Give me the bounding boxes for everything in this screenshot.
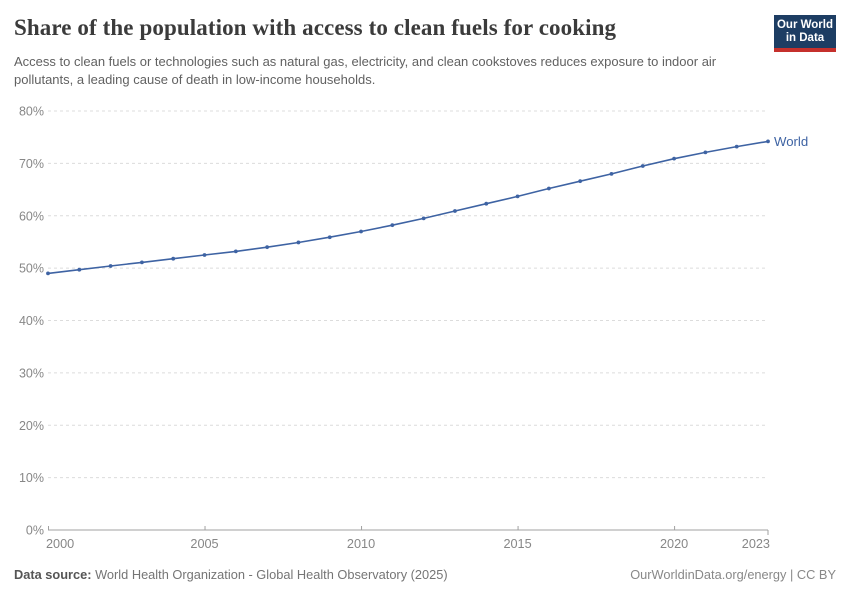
y-axis-tick-label: 50% xyxy=(19,262,44,276)
data-point[interactable] xyxy=(359,229,363,234)
data-source-label: Data source: xyxy=(14,567,92,582)
data-point[interactable] xyxy=(578,179,583,184)
data-point[interactable] xyxy=(77,267,82,272)
data-point[interactable] xyxy=(484,201,489,206)
data-point[interactable] xyxy=(703,150,708,155)
data-point[interactable] xyxy=(171,256,176,261)
data-point[interactable] xyxy=(296,240,301,245)
data-point[interactable] xyxy=(546,186,551,191)
data-point[interactable] xyxy=(140,260,144,265)
data-point[interactable] xyxy=(515,194,520,199)
data-point[interactable] xyxy=(421,216,426,221)
y-axis-tick-label: 40% xyxy=(19,314,44,328)
page-subtitle: Access to clean fuels or technologies su… xyxy=(14,54,717,87)
x-axis-tick-label: 2000 xyxy=(46,537,74,551)
page-title: Share of the population with access to c… xyxy=(14,15,617,40)
owid-logo-line2: in Data xyxy=(785,32,825,44)
data-point[interactable] xyxy=(46,271,50,276)
owid-logo-line1: Our World xyxy=(776,19,833,31)
y-axis-tick-label: 0% xyxy=(26,524,44,538)
data-source-note: Data source: World Health Organization -… xyxy=(14,567,448,583)
data-point[interactable] xyxy=(265,245,270,250)
data-source-text: World Health Organization - Global Healt… xyxy=(91,567,448,582)
x-axis-tick-label: 2015 xyxy=(503,537,531,551)
license-link[interactable]: OurWorldinData.org/energy | CC BY xyxy=(630,567,836,582)
x-axis-tick-label: 2005 xyxy=(190,537,218,551)
y-axis-tick-label: 20% xyxy=(19,419,44,433)
y-axis-tick-label: 80% xyxy=(19,105,44,119)
chart-area[interactable]: 0% 10% 20% 30% 40% 50% 60% 70% 80% 2000 2005 2010 20… xyxy=(0,96,850,566)
data-point[interactable] xyxy=(640,164,645,168)
chart-footer: Data source: World Health Organization -… xyxy=(14,567,836,583)
x-axis-tick-label: 2010 xyxy=(347,537,375,551)
data-point[interactable] xyxy=(202,253,207,257)
owid-logo[interactable]: Our World in Data xyxy=(774,15,836,52)
y-axis-tick-label: 70% xyxy=(19,157,44,171)
data-point[interactable] xyxy=(609,171,614,176)
data-point[interactable] xyxy=(233,249,238,254)
data-point[interactable] xyxy=(453,209,457,213)
data-point[interactable] xyxy=(108,264,113,268)
series-line-world[interactable] xyxy=(47,140,769,275)
data-point[interactable] xyxy=(390,223,395,228)
data-point[interactable] xyxy=(734,144,739,149)
data-point[interactable] xyxy=(766,139,770,144)
x-axis-tick-label: 2023 xyxy=(742,537,770,551)
data-point[interactable] xyxy=(327,235,332,240)
line-chart-svg[interactable]: 0% 10% 20% 30% 40% 50% 60% 70% 80% 2000 2005 2010 20… xyxy=(0,96,850,566)
data-point[interactable] xyxy=(672,156,676,161)
y-axis-tick-label: 10% xyxy=(19,471,44,485)
x-axis-tick-label: 2020 xyxy=(660,537,688,551)
y-axis-tick-label: 30% xyxy=(19,366,44,380)
y-axis-tick-label: 60% xyxy=(19,209,44,223)
series-end-label-world: World xyxy=(774,134,808,149)
